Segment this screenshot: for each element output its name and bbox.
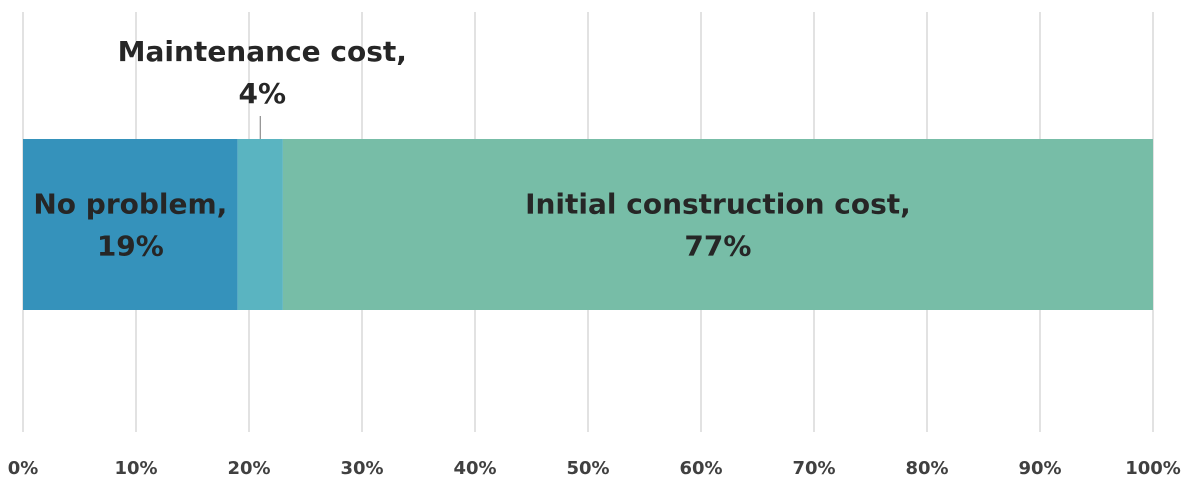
x-tick-label: 80% xyxy=(905,458,948,479)
x-tick-label: 30% xyxy=(340,458,383,479)
bar-segment-no-problem xyxy=(23,139,238,310)
x-tick-label: 0% xyxy=(8,458,39,479)
x-tick-label: 20% xyxy=(227,458,270,479)
x-tick-label: 60% xyxy=(679,458,722,479)
data-label-no-problem: No problem, 19% xyxy=(33,188,227,263)
x-tick-label: 40% xyxy=(453,458,496,479)
bar-segment-maintenance-cost xyxy=(237,139,283,310)
bar-segments xyxy=(23,139,1153,310)
bar-segment-initial-construction-cost xyxy=(282,139,1153,310)
data-label-maintenance-cost: Maintenance cost, 4% xyxy=(118,35,407,110)
x-axis-tick-labels: 0% 10% 20% 30% 40% 50% 60% 70% 80% 90% 100% xyxy=(8,458,1181,479)
x-tick-label: 70% xyxy=(792,458,835,479)
x-tick-label: 90% xyxy=(1018,458,1061,479)
x-tick-label: 10% xyxy=(114,458,157,479)
x-tick-label: 100% xyxy=(1125,458,1181,479)
data-labels: No problem, 19% Maintenance cost, 4% Initial… xyxy=(33,35,910,263)
x-tick-label: 50% xyxy=(566,458,609,479)
data-label-initial-construction-cost: Initial construction cost, 77% xyxy=(525,188,911,263)
